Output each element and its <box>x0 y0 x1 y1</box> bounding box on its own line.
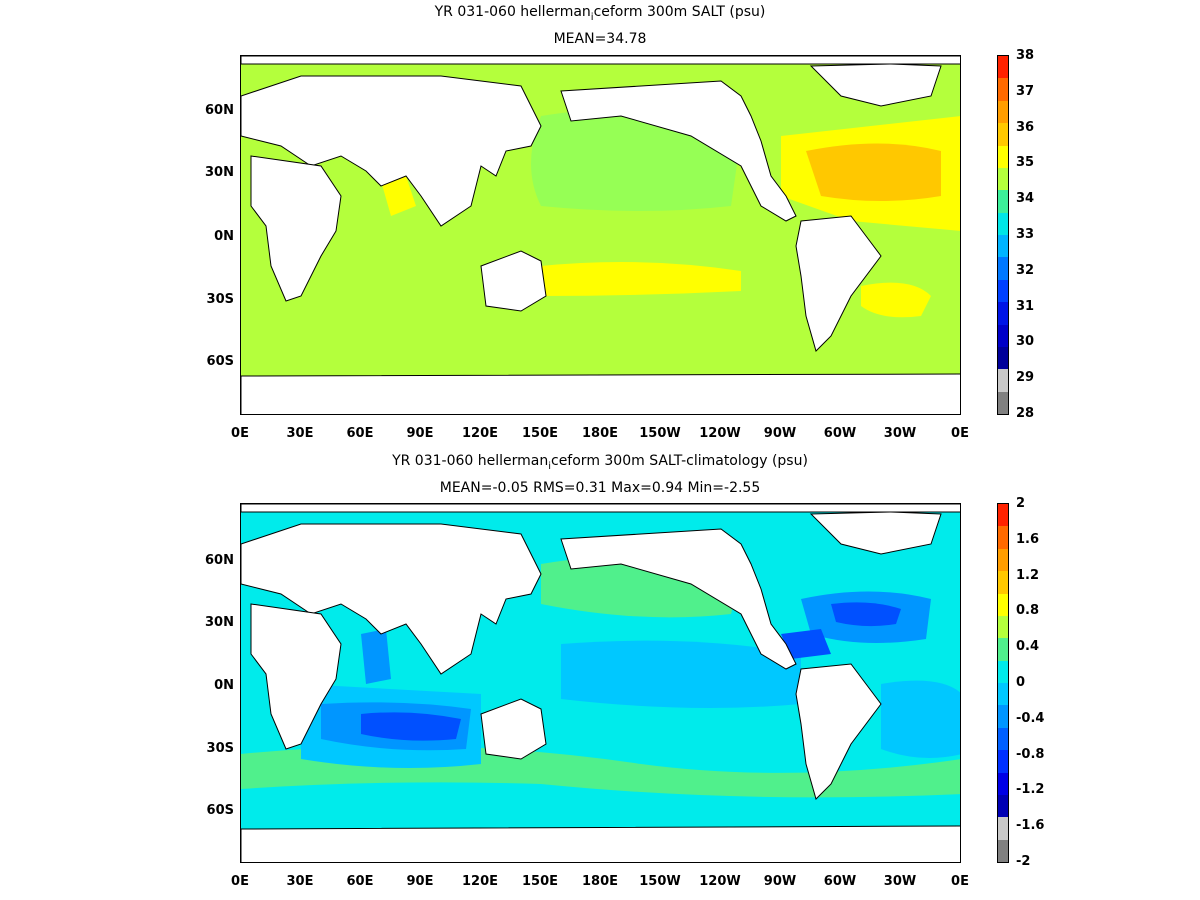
p2-ylabel-60S: 60S <box>206 803 234 818</box>
panel1-title: YR 031-060 hellermaniceform 300m SALT (p… <box>434 4 766 23</box>
p1-xlabel-12: 0E <box>951 426 969 441</box>
p1-xlabel-8: 120W <box>699 426 741 441</box>
colorbar-label: 28 <box>1016 406 1035 421</box>
colorbar-label: -1.6 <box>1016 818 1045 834</box>
p1-xlabel-4: 120E <box>461 426 499 441</box>
colorbar-segment <box>998 346 1008 370</box>
colorbar-segment <box>998 212 1008 235</box>
colorbar-label: 0 <box>1016 675 1026 690</box>
colorbar-segment <box>998 56 1008 79</box>
p1-ylabel-60N: 60N <box>205 103 234 118</box>
p2-xlabel-4: 120E <box>461 874 499 889</box>
colorbar-label: 35 <box>1016 155 1035 171</box>
p1-xlabel-5: 150E <box>521 426 559 441</box>
colorbar-label: 37 <box>1016 83 1035 99</box>
p2-xlabel-9: 90W <box>763 874 797 889</box>
colorbar-segment <box>998 167 1008 191</box>
colorbar-segment <box>998 279 1008 303</box>
panel1-map <box>240 55 961 415</box>
colorbar-segment <box>998 772 1008 795</box>
colorbar-segment <box>998 817 1008 840</box>
colorbar-segment <box>998 504 1008 527</box>
colorbar-segment <box>998 526 1008 549</box>
p1-xlabel-0: 0E <box>231 426 249 441</box>
p2-ylabel-30N: 30N <box>205 615 234 630</box>
colorbar-segment <box>998 257 1008 280</box>
p1-ylabel-30N: 30N <box>205 165 234 180</box>
p1-ylabel-0N: 0N <box>214 229 234 244</box>
colorbar-label: -2 <box>1016 854 1031 869</box>
panel2-map <box>240 503 961 863</box>
colorbar-segment <box>998 190 1008 213</box>
colorbar-label: 0.4 <box>1016 639 1040 655</box>
colorbar-segment <box>998 78 1008 101</box>
p1-xlabel-11: 30W <box>883 426 917 441</box>
colorbar-segment <box>998 145 1008 168</box>
p2-xlabel-11: 30W <box>883 874 917 889</box>
colorbar-label: 1.6 <box>1016 531 1040 547</box>
p2-xlabel-6: 180E <box>581 874 619 889</box>
colorbar-segment <box>998 324 1008 347</box>
colorbar-label: 36 <box>1016 119 1035 135</box>
p2-xlabel-5: 150E <box>521 874 559 889</box>
colorbar-label: 34 <box>1016 191 1035 207</box>
colorbar-label: 1.2 <box>1016 567 1040 583</box>
colorbar-segment <box>998 638 1008 661</box>
panel1-colorbar <box>997 55 1009 415</box>
colorbar-label: -0.8 <box>1016 746 1045 762</box>
colorbar-segment <box>998 302 1008 325</box>
colorbar-label: 33 <box>1016 227 1035 242</box>
colorbar-label: 32 <box>1016 262 1035 278</box>
colorbar-label: -0.4 <box>1016 710 1045 726</box>
p1-xlabel-2: 60E <box>346 426 374 441</box>
colorbar-segment <box>998 750 1008 773</box>
colorbar-segment <box>998 660 1008 683</box>
colorbar-segment <box>998 794 1008 818</box>
colorbar-segment <box>998 369 1008 392</box>
p2-ylabel-30S: 30S <box>206 741 234 756</box>
colorbar-segment <box>998 123 1008 146</box>
colorbar-segment <box>998 593 1008 616</box>
p2-xlabel-0: 0E <box>231 874 249 889</box>
colorbar-segment <box>998 705 1008 728</box>
p1-xlabel-9: 90W <box>763 426 797 441</box>
colorbar-label: 31 <box>1016 298 1035 314</box>
p1-xlabel-6: 180E <box>581 426 619 441</box>
p2-xlabel-8: 120W <box>699 874 741 889</box>
p2-xlabel-7: 150W <box>639 874 681 889</box>
p2-xlabel-1: 30E <box>286 874 314 889</box>
colorbar-segment <box>998 235 1008 258</box>
p2-ylabel-0N: 0N <box>214 678 234 693</box>
p1-ylabel-30S: 30S <box>206 292 234 307</box>
panel1-stats: MEAN=34.78 <box>553 31 647 47</box>
colorbar-segment <box>998 548 1008 572</box>
panel2-stats: MEAN=-0.05 RMS=0.31 Max=0.94 Min=-2.55 <box>439 480 761 496</box>
colorbar-segment <box>998 683 1008 706</box>
p1-xlabel-10: 60W <box>823 426 857 441</box>
colorbar-segment <box>998 839 1008 862</box>
p1-xlabel-1: 30E <box>286 426 314 441</box>
p1-xlabel-3: 90E <box>406 426 434 441</box>
colorbar-label: 38 <box>1016 48 1035 63</box>
p2-ylabel-60N: 60N <box>205 553 234 568</box>
p1-ylabel-60S: 60S <box>206 354 234 369</box>
colorbar-label: 2 <box>1016 496 1026 511</box>
p2-xlabel-10: 60W <box>823 874 857 889</box>
colorbar-label: 29 <box>1016 370 1035 386</box>
colorbar-label: -1.2 <box>1016 782 1045 798</box>
colorbar-segment <box>998 100 1008 124</box>
colorbar-label: 30 <box>1016 334 1035 350</box>
colorbar-segment <box>998 391 1008 414</box>
colorbar-segment <box>998 727 1008 751</box>
panel2-colorbar <box>997 503 1009 863</box>
panel2-title: YR 031-060 hellermaniceform 300m SALT-cl… <box>392 453 808 472</box>
p2-xlabel-3: 90E <box>406 874 434 889</box>
p1-xlabel-7: 150W <box>639 426 681 441</box>
p2-xlabel-2: 60E <box>346 874 374 889</box>
colorbar-label: 0.8 <box>1016 603 1040 619</box>
colorbar-segment <box>998 615 1008 639</box>
p2-xlabel-12: 0E <box>951 874 969 889</box>
colorbar-segment <box>998 571 1008 594</box>
